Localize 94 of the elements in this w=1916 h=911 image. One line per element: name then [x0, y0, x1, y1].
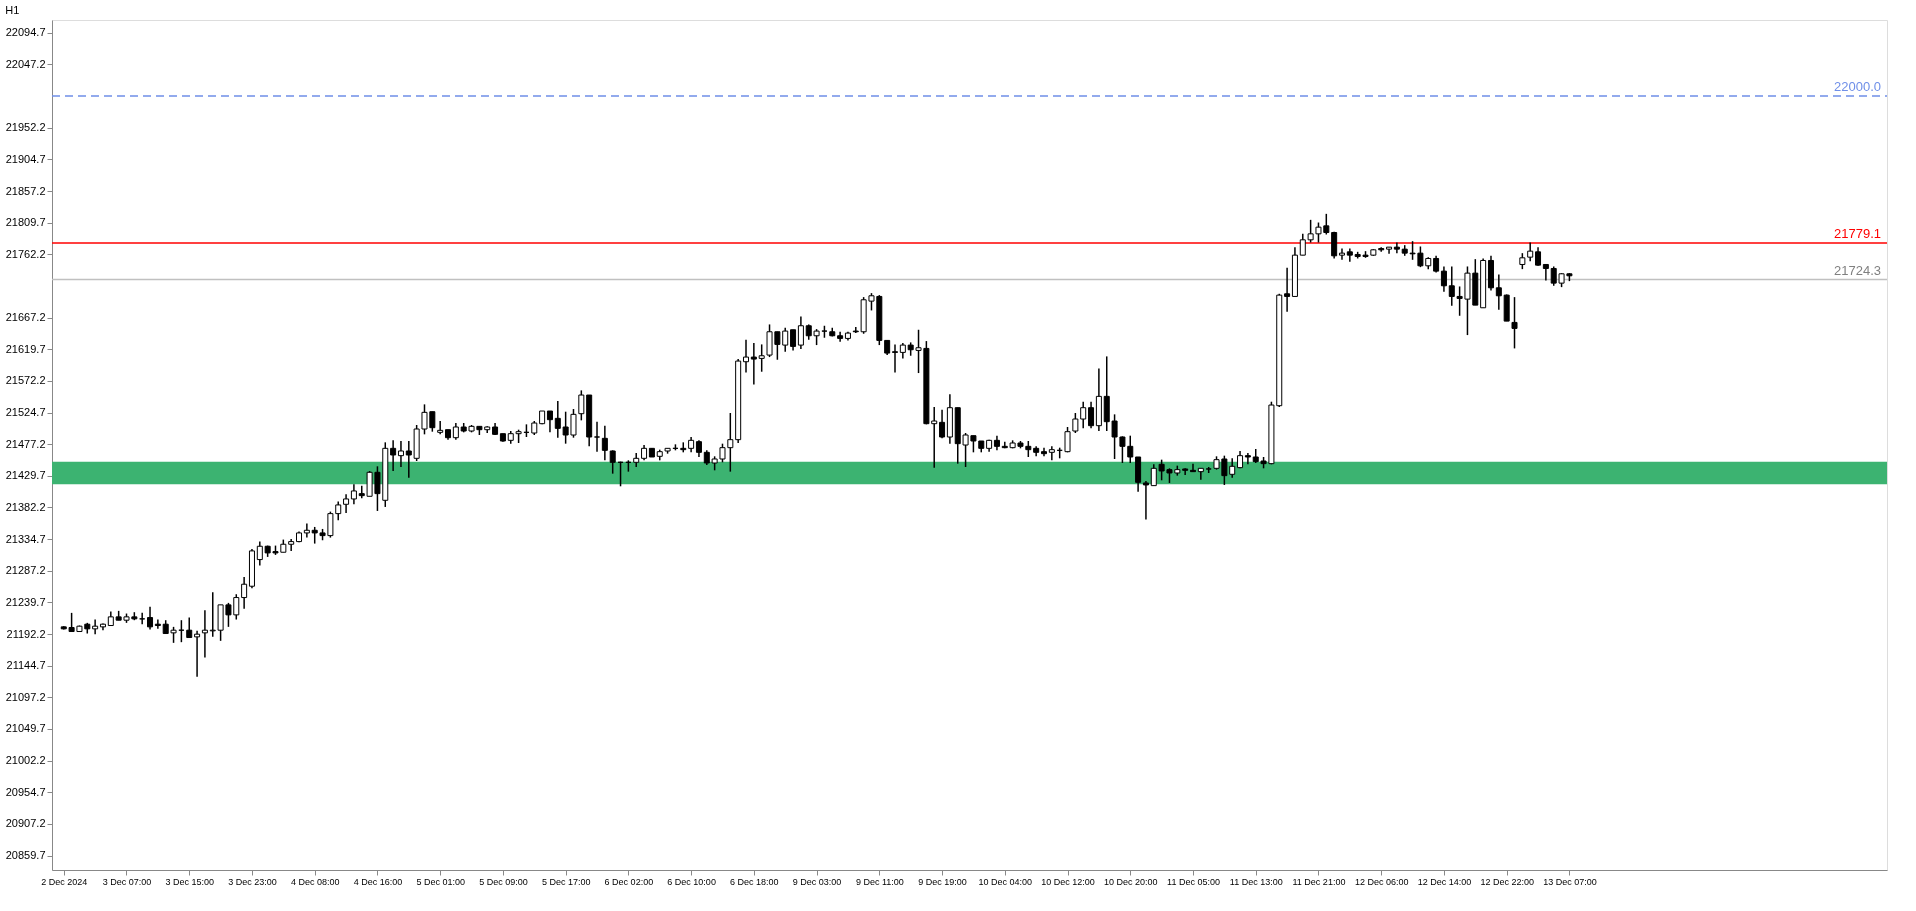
candlestick — [1189, 462, 1196, 473]
y-tick-label: 21524.7 — [5, 406, 46, 419]
x-tick-label: 12 Dec 22:00 — [1480, 876, 1534, 887]
candlestick — [939, 408, 946, 440]
x-tick-label: 12 Dec 14:00 — [1417, 876, 1472, 887]
candlestick — [743, 339, 750, 374]
y-tick-label: 20907.2 — [5, 817, 46, 830]
y-tick-label: 21144.7 — [6, 659, 46, 672]
x-tick-label: 9 Dec 11:00 — [855, 876, 904, 887]
y-tick-label: 21572.2 — [5, 374, 46, 387]
y-tick-label: 22094.7 — [5, 26, 46, 39]
candlestick — [139, 612, 146, 625]
x-tick-label: 5 Dec 17:00 — [541, 876, 591, 887]
x-tick-label: 10 Dec 04:00 — [978, 876, 1033, 887]
candlestick — [1511, 296, 1518, 350]
candlestick — [1331, 231, 1338, 260]
x-tick-label: 4 Dec 08:00 — [290, 876, 340, 887]
x-tick-label: 11 Dec 05:00 — [1167, 876, 1220, 887]
y-tick-label: 20859.7 — [5, 849, 46, 862]
candlestick — [790, 329, 797, 352]
y-tick-label: 21429.7 — [5, 469, 46, 482]
candlestick — [601, 424, 608, 462]
y-tick-label: 21287.2 — [5, 564, 46, 577]
candlestick — [343, 493, 350, 514]
chart-title: H1 — [5, 4, 20, 16]
x-tick-label: 5 Dec 01:00 — [416, 876, 465, 887]
candlestick — [201, 609, 208, 659]
y-tick-label: 21334.7 — [5, 532, 46, 545]
x-tick-label: 9 Dec 19:00 — [918, 876, 967, 887]
y-tick-label: 20954.7 — [5, 785, 46, 798]
x-tick-label: 10 Dec 12:00 — [1041, 876, 1095, 887]
candlestick — [1244, 452, 1251, 466]
y-tick-label: 21382.2 — [5, 500, 46, 513]
candlestick — [1197, 467, 1204, 481]
ref-line-label: 21724.3 — [1834, 262, 1881, 278]
ref-line-label: 22000.0 — [1834, 78, 1881, 94]
y-tick-label: 21857.2 — [5, 184, 46, 197]
x-tick-label: 11 Dec 13:00 — [1229, 876, 1283, 887]
candlestick — [1088, 400, 1095, 430]
y-tick-label: 21239.7 — [5, 595, 46, 608]
candlestick — [147, 606, 154, 631]
candlestick — [1393, 241, 1400, 254]
x-tick-label: 12 Dec 06:00 — [1354, 876, 1409, 887]
candlestick — [397, 440, 404, 468]
y-tick-label: 21619.7 — [5, 342, 46, 355]
candlestick — [437, 420, 444, 436]
x-tick-label: 9 Dec 03:00 — [792, 876, 842, 887]
x-tick-label: 2 Dec 2024 — [41, 876, 88, 887]
y-tick-label: 21477.2 — [5, 437, 46, 450]
candlestick — [1440, 265, 1447, 293]
candlestick — [92, 618, 99, 635]
candlestick — [241, 576, 248, 610]
x-tick-label: 6 Dec 02:00 — [604, 876, 654, 887]
x-tick-label: 13 Dec 07:00 — [1543, 876, 1597, 887]
y-tick-label: 21049.7 — [5, 722, 46, 735]
x-tick-label: 3 Dec 07:00 — [102, 876, 152, 887]
y-tick-label: 21002.2 — [5, 754, 46, 767]
x-tick-label: 6 Dec 18:00 — [730, 876, 779, 887]
candlestick — [578, 389, 585, 422]
x-tick-label: 3 Dec 15:00 — [165, 876, 215, 887]
candlestick — [303, 522, 310, 539]
y-tick-label: 21667.2 — [5, 311, 46, 324]
candlestick — [1338, 247, 1345, 261]
x-tick-label: 5 Dec 09:00 — [479, 876, 528, 887]
x-tick-label: 10 Dec 20:00 — [1103, 876, 1158, 887]
x-tick-label: 4 Dec 16:00 — [353, 876, 403, 887]
candlestick — [154, 618, 161, 630]
candlestick — [1535, 246, 1542, 267]
y-tick-label: 21904.7 — [5, 152, 46, 165]
x-tick-label: 6 Dec 10:00 — [667, 876, 716, 887]
candlestick — [390, 439, 397, 472]
candlestick — [1142, 480, 1149, 521]
x-tick-label: 11 Dec 21:00 — [1292, 876, 1346, 887]
y-tick-label: 21097.2 — [5, 690, 46, 703]
candlestick — [750, 342, 757, 386]
candlestick — [186, 616, 193, 639]
candlestick — [797, 315, 804, 350]
y-tick-label: 21192.2 — [6, 627, 46, 640]
candlestick — [594, 420, 601, 453]
candlestick — [1346, 247, 1353, 263]
y-tick-label: 21762.2 — [5, 247, 46, 260]
candlestick — [350, 483, 357, 506]
y-tick-label: 22047.2 — [5, 58, 46, 70]
candlestick — [609, 449, 616, 475]
candlestick — [546, 410, 553, 434]
x-tick-label: 3 Dec 23:00 — [228, 876, 277, 887]
candlestick — [1495, 273, 1502, 311]
ref-line-label: 21779.1 — [1834, 226, 1881, 242]
candlestick — [891, 343, 899, 374]
candlestick — [1284, 267, 1291, 313]
y-tick-label: 21952.2 — [5, 121, 46, 134]
candlestick — [1542, 263, 1549, 282]
candlestick — [1048, 445, 1055, 462]
y-tick-label: 21809.7 — [5, 216, 46, 229]
